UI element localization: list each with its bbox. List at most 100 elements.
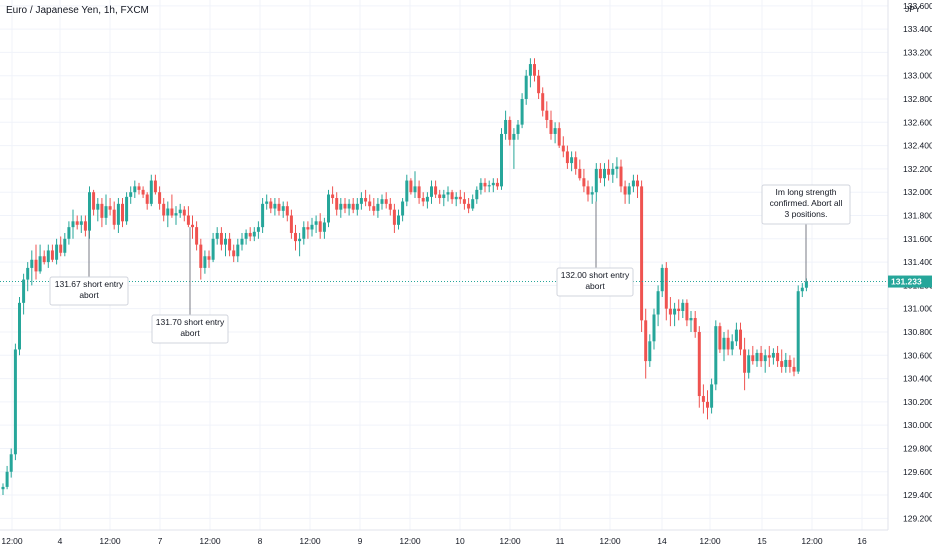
price-tick-label: 133.000 bbox=[903, 71, 932, 81]
time-tick-label: 11 bbox=[556, 536, 565, 546]
price-tick-label: 129.400 bbox=[903, 490, 932, 500]
candle-down bbox=[565, 151, 569, 164]
candle-up bbox=[129, 192, 133, 197]
candle-up bbox=[627, 186, 631, 195]
time-tick-label: 12:00 bbox=[1, 536, 23, 546]
candle-down bbox=[417, 186, 421, 199]
candle-down bbox=[306, 227, 310, 230]
candle-up bbox=[479, 182, 483, 190]
candle-up bbox=[13, 349, 17, 455]
candle-down bbox=[636, 180, 639, 187]
candle-up bbox=[22, 279, 26, 303]
candle-down bbox=[578, 168, 582, 179]
price-tick-label: 129.800 bbox=[903, 443, 932, 453]
candle-down bbox=[685, 302, 689, 321]
price-tick-label: 130.400 bbox=[903, 374, 932, 384]
candle-up bbox=[265, 201, 269, 204]
candle-down bbox=[623, 186, 627, 195]
candle-down bbox=[462, 199, 466, 204]
candle-down bbox=[557, 128, 561, 146]
candle-up bbox=[594, 168, 598, 193]
candle-down bbox=[42, 256, 46, 263]
candle-up bbox=[327, 194, 330, 223]
chart-title: Euro / Japanese Yen, 1h, FXCM bbox=[6, 5, 149, 16]
candle-down bbox=[343, 203, 347, 209]
time-tick-label: 10 bbox=[455, 536, 465, 546]
candle-up bbox=[405, 180, 409, 202]
candle-up bbox=[63, 238, 67, 253]
time-tick-label: 7 bbox=[158, 536, 163, 546]
candle-down bbox=[335, 198, 339, 210]
candle-down bbox=[701, 396, 705, 402]
candle-up bbox=[252, 231, 256, 237]
candle-down bbox=[545, 110, 549, 120]
price-tick-label: 133.200 bbox=[903, 47, 932, 57]
price-tick-label: 132.400 bbox=[903, 141, 932, 151]
time-tick-label: 12:00 bbox=[801, 536, 823, 546]
candle-down bbox=[640, 186, 644, 321]
annotation-text: abort bbox=[79, 290, 99, 300]
candle-up bbox=[656, 291, 660, 315]
candle-up bbox=[504, 119, 508, 134]
price-tick-label: 132.000 bbox=[903, 187, 932, 197]
candle-down bbox=[434, 186, 438, 195]
candle-up bbox=[454, 196, 458, 200]
candle-up bbox=[359, 198, 363, 204]
annotation-box bbox=[49, 276, 129, 306]
candle-up bbox=[88, 192, 91, 231]
time-axis-panel[interactable] bbox=[0, 530, 932, 550]
candle-up bbox=[256, 227, 260, 232]
candle-up bbox=[413, 186, 417, 193]
candle-down bbox=[137, 186, 141, 190]
candle-down bbox=[450, 192, 454, 200]
annotation-text: Im long strength bbox=[776, 187, 837, 197]
candle-up bbox=[603, 168, 606, 179]
candle-up bbox=[104, 206, 108, 218]
candle-up bbox=[1, 486, 5, 490]
candle-up bbox=[203, 256, 207, 268]
candle-up bbox=[236, 244, 240, 257]
candle-down bbox=[331, 194, 335, 199]
candle-down bbox=[388, 203, 392, 210]
time-tick-label: 12:00 bbox=[99, 536, 121, 546]
candle-down bbox=[100, 203, 104, 218]
price-tick-label: 129.600 bbox=[903, 467, 932, 477]
candle-up bbox=[166, 208, 170, 216]
candle-up bbox=[796, 291, 800, 372]
candle-down bbox=[108, 206, 112, 210]
candle-up bbox=[224, 238, 227, 245]
candle-down bbox=[697, 331, 701, 397]
candle-up bbox=[244, 232, 248, 239]
candle-down bbox=[438, 194, 442, 199]
annotation-text: 131.70 short entry bbox=[156, 317, 225, 327]
price-tick-label: 132.800 bbox=[903, 94, 932, 104]
candle-down bbox=[677, 308, 681, 312]
candle-down bbox=[59, 244, 63, 253]
candle-up bbox=[615, 166, 619, 169]
candle-up bbox=[322, 222, 326, 232]
candle-down bbox=[421, 198, 425, 202]
candle-up bbox=[9, 454, 13, 472]
candle-up bbox=[487, 185, 491, 187]
candle-up bbox=[660, 267, 664, 292]
candle-down bbox=[483, 182, 487, 187]
candle-up bbox=[673, 308, 677, 315]
candle-down bbox=[392, 209, 396, 225]
candle-down bbox=[145, 194, 149, 204]
candle-down bbox=[141, 189, 145, 195]
candle-down bbox=[182, 209, 186, 216]
candle-up bbox=[516, 124, 520, 134]
candle-down bbox=[458, 196, 462, 200]
candle-down bbox=[549, 119, 553, 134]
candle-down bbox=[561, 145, 565, 152]
candle-down bbox=[50, 250, 54, 260]
candle-down bbox=[537, 75, 541, 94]
price-axis-panel[interactable] bbox=[888, 0, 932, 530]
candle-down bbox=[92, 192, 96, 210]
candle-up bbox=[730, 341, 734, 350]
